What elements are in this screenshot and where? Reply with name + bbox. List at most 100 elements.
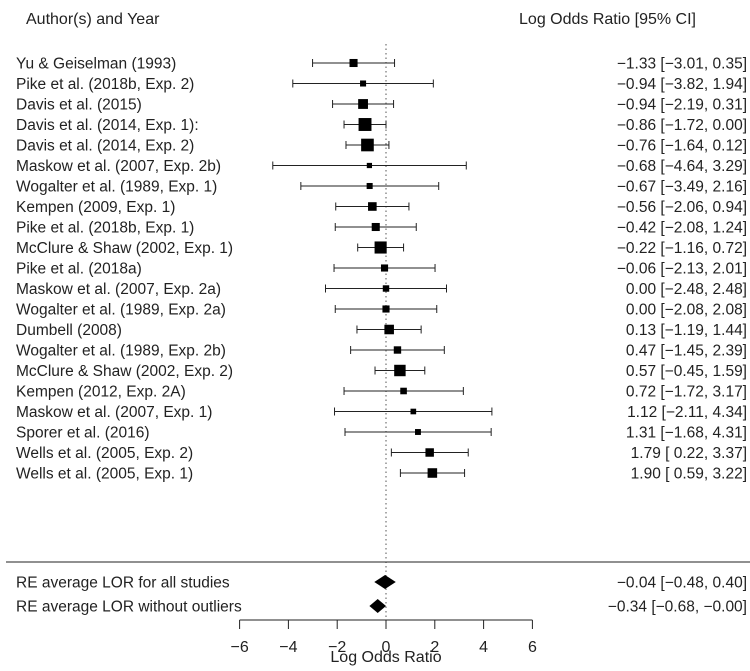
x-tick-label: −4: [279, 639, 297, 656]
ci-value: 1.31 [−1.68, 4.31]: [626, 425, 747, 442]
summary-ci-value: −0.04 [−0.48, 0.40]: [617, 575, 747, 592]
study-row: Yu & Geiselman (1993) −1.33 [−3.01, 0.35]: [16, 56, 747, 73]
study-label: Sporer et al. (2016): [16, 425, 150, 442]
ci-value: −0.94 [−3.82, 1.94]: [617, 76, 747, 93]
study-row: Sporer et al. (2016) 1.31 [−1.68, 4.31]: [16, 425, 747, 442]
point-estimate: [371, 222, 380, 232]
ci-value: −1.33 [−3.01, 0.35]: [617, 56, 747, 73]
point-estimate: [410, 408, 417, 415]
point-estimate: [384, 324, 394, 335]
point-estimate: [382, 285, 390, 292]
ci-value: 0.00 [−2.08, 2.08]: [626, 302, 747, 319]
x-tick-label: 0: [382, 639, 391, 656]
study-label: Pike et al. (2018a): [16, 261, 142, 278]
study-row: Dumbell (2008) 0.13 [−1.19, 1.44]: [16, 322, 747, 339]
ci-value: 1.79 [ 0.22, 3.37]: [631, 445, 747, 462]
point-estimate: [366, 162, 373, 169]
x-tick-label: 6: [528, 639, 537, 656]
point-estimate: [415, 429, 421, 435]
ci-value: 1.90 [ 0.59, 3.22]: [631, 466, 747, 483]
study-row: McClure & Shaw (2002, Exp. 1) −0.22 [−1.1…: [16, 240, 747, 257]
study-row: McClure & Shaw (2002, Exp. 2) 0.57 [−0.45…: [16, 363, 747, 380]
point-estimate: [380, 264, 389, 272]
study-row: Davis et al. (2015) −0.94 [−2.19, 0.31]: [16, 97, 747, 114]
summary-diamond: [374, 575, 396, 589]
study-row: Wells et al. (2005, Exp. 1) 1.90 [ 0.59, …: [16, 466, 747, 483]
study-row: Kempen (2012, Exp. 2A) 0.72 [−1.72, 3.17]: [16, 384, 747, 401]
study-rows: Yu & Geiselman (1993) −1.33 [−3.01, 0.35]…: [16, 56, 747, 483]
study-row: Wogalter et al. (1989, Exp. 2b) 0.47 [−1.…: [16, 343, 747, 360]
study-row: Pike et al. (2018a) −0.06 [−2.13, 2.01]: [16, 261, 747, 278]
point-estimate: [366, 182, 373, 190]
study-label: Pike et al. (2018b, Exp. 1): [16, 220, 194, 237]
study-label: McClure & Shaw (2002, Exp. 2): [16, 363, 233, 380]
point-estimate: [360, 80, 367, 87]
point-estimate: [394, 364, 406, 377]
point-estimate: [427, 468, 438, 478]
x-tick-label: −2: [328, 639, 346, 656]
point-estimate: [358, 118, 372, 131]
study-label: Davis et al. (2014, Exp. 2): [16, 138, 194, 155]
study-label: Yu & Geiselman (1993): [16, 56, 176, 73]
ci-value: −0.06 [−2.13, 2.01]: [617, 261, 747, 278]
study-row: Wells et al. (2005, Exp. 2) 1.79 [ 0.22, …: [16, 445, 747, 462]
study-row: Davis et al. (2014, Exp. 1): −0.86 [−1.72…: [16, 117, 747, 134]
summary-row: RE average LOR for all studies −0.04 [−0.…: [16, 575, 747, 592]
point-estimate: [393, 346, 402, 354]
ci-value: 0.72 [−1.72, 3.17]: [626, 384, 747, 401]
study-row: Davis et al. (2014, Exp. 2) −0.76 [−1.64,…: [16, 138, 747, 155]
study-row: Maskow et al. (2007, Exp. 1) 1.12 [−2.11,…: [16, 404, 747, 421]
x-axis-ticks: −6 −4 −2 0 2 4 6: [230, 620, 537, 656]
study-label: Maskow et al. (2007, Exp. 2b): [16, 158, 221, 175]
ci-value: −0.68 [−4.64, 3.29]: [617, 158, 747, 175]
summary-ci-value: −0.34 [−0.68, −0.00]: [608, 599, 747, 616]
study-row: Wogalter et al. (1989, Exp. 1) −0.67 [−3.…: [16, 179, 747, 196]
ci-value: 0.13 [−1.19, 1.44]: [626, 322, 747, 339]
ci-value: 1.12 [−2.11, 4.34]: [627, 404, 747, 421]
study-label: Wells et al. (2005, Exp. 1): [16, 466, 193, 483]
study-label: Maskow et al. (2007, Exp. 1): [16, 404, 212, 421]
ci-value: −0.56 [−2.06, 0.94]: [617, 199, 747, 216]
point-estimate: [425, 448, 434, 457]
summary-row: RE average LOR without outliers −0.34 [−0…: [16, 599, 747, 616]
study-label: Wogalter et al. (1989, Exp. 1): [16, 179, 217, 196]
study-row: Kempen (2009, Exp. 1) −0.56 [−2.06, 0.94]: [16, 199, 747, 216]
study-row: Pike et al. (2018b, Exp. 2) −0.94 [−3.82,…: [16, 76, 747, 93]
study-label: Maskow et al. (2007, Exp. 2a): [16, 281, 221, 298]
study-row: Maskow et al. (2007, Exp. 2a) 0.00 [−2.48…: [16, 281, 747, 298]
summary-rows: RE average LOR for all studies −0.04 [−0.…: [16, 575, 747, 616]
study-label: Wogalter et al. (1989, Exp. 2b): [16, 343, 226, 360]
x-tick-label: 4: [479, 639, 488, 656]
study-row: Maskow et al. (2007, Exp. 2b) −0.68 [−4.6…: [16, 158, 747, 175]
x-axis-label: Log Odds Ratio: [330, 649, 441, 666]
summary-diamond: [369, 599, 386, 613]
header-left: Author(s) and Year: [26, 11, 160, 28]
study-label: Pike et al. (2018b, Exp. 2): [16, 76, 194, 93]
ci-value: 0.00 [−2.48, 2.48]: [626, 281, 747, 298]
point-estimate: [382, 305, 390, 313]
study-label: McClure & Shaw (2002, Exp. 1): [16, 240, 233, 257]
study-label: Kempen (2009, Exp. 1): [16, 199, 175, 216]
summary-label: RE average LOR for all studies: [16, 575, 230, 592]
study-label: Kempen (2012, Exp. 2A): [16, 384, 186, 401]
study-label: Davis et al. (2014, Exp. 1):: [16, 117, 199, 134]
study-label: Wells et al. (2005, Exp. 2): [16, 445, 193, 462]
point-estimate: [374, 241, 387, 254]
x-tick-label: −6: [230, 639, 248, 656]
point-estimate: [400, 387, 407, 395]
study-row: Wogalter et al. (1989, Exp. 2a) 0.00 [−2.…: [16, 302, 747, 319]
ci-value: −0.42 [−2.08, 1.24]: [617, 220, 747, 237]
x-tick-label: 2: [430, 639, 439, 656]
ci-value: −0.76 [−1.64, 0.12]: [617, 138, 747, 155]
study-label: Dumbell (2008): [16, 322, 122, 339]
point-estimate: [349, 58, 358, 68]
study-label: Davis et al. (2015): [16, 97, 142, 114]
ci-value: 0.47 [−1.45, 2.39]: [626, 343, 747, 360]
point-estimate: [358, 99, 368, 109]
ci-value: −0.22 [−1.16, 0.72]: [617, 240, 747, 257]
study-row: Pike et al. (2018b, Exp. 1) −0.42 [−2.08,…: [16, 220, 747, 237]
header-right: Log Odds Ratio [95% CI]: [519, 11, 696, 28]
point-estimate: [368, 202, 377, 211]
summary-label: RE average LOR without outliers: [16, 599, 242, 616]
ci-value: 0.57 [−0.45, 1.59]: [626, 363, 747, 380]
